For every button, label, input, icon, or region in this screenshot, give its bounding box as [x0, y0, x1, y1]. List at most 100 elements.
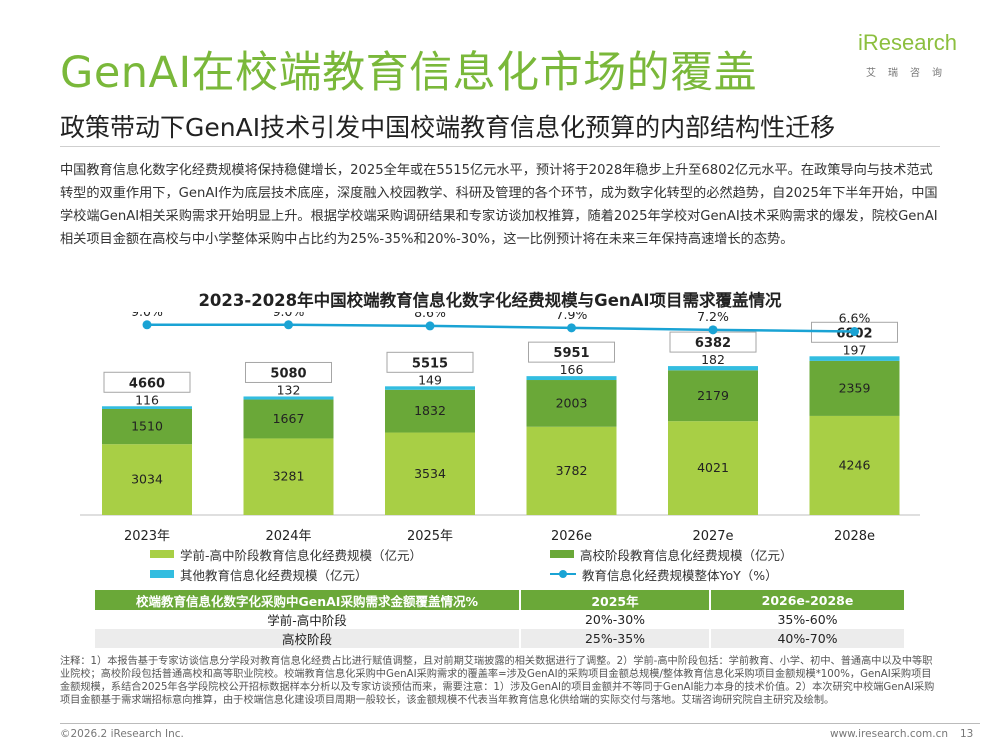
legend-label-yoy: 教育信息化经费规模整体YoY（%）: [582, 567, 778, 583]
table-cell: 35%-60%: [710, 610, 906, 629]
yoy-line: [147, 323, 855, 333]
bar-segment-other: [526, 376, 617, 381]
bar-segment-other: [809, 356, 900, 361]
table-cell: 学前-高中阶段: [95, 610, 521, 629]
bar-segment-higher-ed: [385, 389, 475, 433]
bar-segment-k12: [102, 444, 192, 515]
total-value-box: [386, 351, 474, 373]
bar-segment-k12: [526, 426, 617, 515]
bar-segment-other: [102, 406, 192, 409]
total-value-label: 5080: [270, 366, 306, 381]
legend-label-k12: 学前-高中阶段教育信息化经费规模（亿元）: [180, 547, 423, 563]
legend-item-k12: 学前-高中阶段教育信息化经费规模（亿元）: [150, 545, 422, 563]
logo-subtext: 艾瑞咨询: [866, 68, 954, 79]
legend-item-other: 其他教育信息化经费规模（亿元）: [150, 565, 368, 583]
legend-line-yoy: [550, 570, 576, 578]
logo-brand-text: Research: [862, 30, 958, 55]
bar-segment-k12: [809, 415, 900, 515]
header-divider: [60, 146, 940, 147]
bar-segment-k12: [668, 421, 758, 515]
bar-value-label-other: 182: [701, 352, 725, 367]
table-row: 学前-高中阶段 20%-30% 35%-60%: [95, 610, 906, 629]
legend-swatch-k12: [150, 550, 174, 558]
bar-segment-other: [668, 366, 758, 371]
yoy-label: 8.6%: [414, 312, 446, 320]
bar-value-label-higher-ed: 2003: [556, 395, 588, 410]
yoy-point: [425, 321, 435, 331]
total-value-box: [245, 361, 332, 383]
logo-brand-i: i: [858, 30, 863, 55]
bar-segment-higher-ed: [102, 408, 192, 445]
coverage-header-2026-2028: 2026e-2028e: [710, 590, 906, 610]
bar-segment-higher-ed: [809, 360, 900, 416]
legend-label-higher-ed: 高校阶段教育信息化经费规模（亿元）: [580, 547, 793, 563]
table-cell: 25%-35%: [520, 629, 711, 648]
footer-divider: [60, 723, 980, 724]
bar-value-label-k12: 4246: [839, 457, 871, 472]
legend-label-other: 其他教育信息化经费规模（亿元）: [180, 567, 368, 583]
yoy-label: 7.9%: [556, 312, 588, 322]
coverage-table: 校端教育信息化数字化采购中GenAI采购需求金额覆盖情况% 2025年 2026…: [95, 590, 906, 648]
page-subtitle: 政策带动下GenAI技术引发中国校端教育信息化预算的内部结构性迁移: [60, 113, 836, 142]
legend-item-higher-ed: 高校阶段教育信息化经费规模（亿元）: [550, 545, 793, 563]
yoy-point: [708, 325, 718, 335]
table-cell: 高校阶段: [95, 629, 521, 648]
legend-swatch-higher-ed: [550, 550, 574, 558]
total-value-label: 5515: [412, 356, 448, 371]
x-tick-label: 2025年: [407, 529, 453, 544]
page-number: 13: [960, 728, 974, 740]
bar-value-label-k12: 3534: [414, 466, 446, 481]
bar-segment-higher-ed: [668, 370, 758, 422]
total-value-box: [528, 341, 615, 363]
bar-segment-higher-ed: [526, 380, 617, 427]
bar-value-label-k12: 3782: [556, 463, 588, 478]
x-tick-label: 2023年: [124, 529, 170, 544]
total-value-label: 4660: [129, 376, 165, 391]
x-tick-label: 2024年: [265, 529, 311, 544]
bar-segment-k12: [243, 438, 334, 515]
bar-value-label-other: 132: [277, 382, 301, 397]
yoy-point: [284, 320, 293, 330]
coverage-header-2025: 2025年: [520, 590, 711, 610]
coverage-header-category: 校端教育信息化数字化采购中GenAI采购需求金额覆盖情况%: [95, 590, 521, 610]
total-value-label: 6382: [695, 336, 731, 351]
table-cell: 20%-30%: [520, 610, 711, 629]
iresearch-logo: iResearch 艾瑞咨询: [858, 30, 978, 90]
bar-value-label-other: 166: [560, 362, 584, 377]
yoy-label: 7.2%: [697, 312, 729, 324]
table-row: 高校阶段 25%-35% 40%-70%: [95, 629, 906, 648]
bar-segment-k12: [385, 432, 475, 515]
yoy-point: [567, 323, 576, 333]
total-value-box: [103, 371, 191, 393]
yoy-label: 9.0%: [273, 312, 305, 319]
yoy-point: [850, 327, 859, 337]
bar-segment-other: [385, 386, 475, 390]
bar-value-label-other: 197: [843, 342, 867, 357]
yoy-label: 6.6%: [839, 312, 871, 326]
legend-item-yoy: 教育信息化经费规模整体YoY（%）: [550, 565, 778, 583]
x-tick-label: 2026e: [551, 529, 592, 544]
total-value-label: 5951: [553, 346, 589, 361]
bar-value-label-k12: 4021: [697, 460, 729, 475]
yoy-point: [142, 320, 152, 330]
footer-url: www.iresearch.com.cn: [830, 728, 949, 740]
bar-value-label-other: 116: [135, 392, 159, 407]
bar-segment-other: [243, 396, 334, 400]
chart-title: 2023-2028年中国校端教育信息化数字化经费规模与GenAI项目需求覆盖情况: [198, 291, 782, 310]
bar-value-label-higher-ed: 1667: [273, 411, 305, 426]
bar-value-label-other: 149: [418, 372, 442, 387]
chart-legend: 学前-高中阶段教育信息化经费规模（亿元） 高校阶段教育信息化经费规模（亿元） 其…: [150, 545, 850, 585]
bar-value-label-k12: 3281: [273, 469, 305, 484]
bar-value-label-k12: 3034: [131, 472, 163, 487]
summary-paragraph: 中国教育信息化数字化经费规模将保持稳健增长，2025全年或在5515亿元水平，预…: [60, 163, 938, 247]
page-title: GenAI在校端教育信息化市场的覆盖: [60, 48, 758, 98]
footer-copyright: ©2026.2 iResearch Inc.: [60, 728, 184, 740]
x-tick-label: 2027e: [692, 529, 733, 544]
bar-value-label-higher-ed: 1832: [414, 403, 446, 418]
bar-value-label-higher-ed: 2359: [839, 380, 871, 395]
bar-segment-higher-ed: [243, 399, 334, 439]
legend-swatch-other: [150, 570, 174, 578]
x-tick-label: 2028e: [834, 529, 875, 544]
yoy-label: 9.0%: [131, 312, 163, 319]
